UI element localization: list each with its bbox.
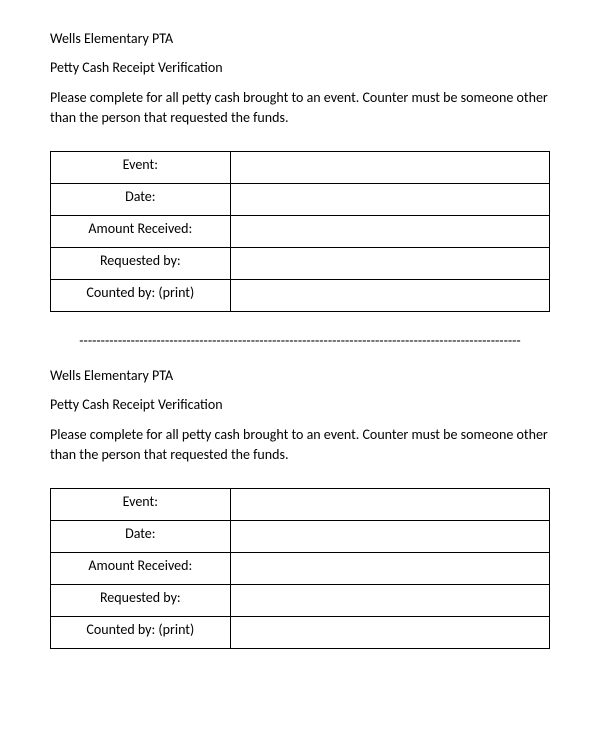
table-row: Requested by:: [51, 248, 550, 280]
event-value-1[interactable]: [230, 152, 549, 184]
date-label-2: Date:: [51, 521, 231, 553]
instructions-1: Please complete for all petty cash broug…: [50, 88, 550, 127]
table-row: Date:: [51, 521, 550, 553]
counted-label-2: Counted by: (print): [51, 617, 231, 649]
table-row: Amount Received:: [51, 216, 550, 248]
amount-label-2: Amount Received:: [51, 553, 231, 585]
counted-label-1: Counted by: (print): [51, 280, 231, 312]
date-value-1[interactable]: [230, 184, 549, 216]
table-row: Date:: [51, 184, 550, 216]
event-label-1: Event:: [51, 152, 231, 184]
table-row: Counted by: (print): [51, 280, 550, 312]
instructions-2: Please complete for all petty cash broug…: [50, 425, 550, 464]
form-title-2: Petty Cash Receipt Verification: [50, 396, 550, 413]
amount-value-2[interactable]: [230, 553, 549, 585]
table-row: Event:: [51, 489, 550, 521]
form-table-1: Event: Date: Amount Received: Requested …: [50, 151, 550, 312]
requested-label-1: Requested by:: [51, 248, 231, 280]
counted-value-1[interactable]: [230, 280, 549, 312]
event-value-2[interactable]: [230, 489, 549, 521]
requested-value-1[interactable]: [230, 248, 549, 280]
table-row: Counted by: (print): [51, 617, 550, 649]
table-row: Amount Received:: [51, 553, 550, 585]
requested-label-2: Requested by:: [51, 585, 231, 617]
org-name-2: Wells Elementary PTA: [50, 367, 550, 384]
form-section-2: Wells Elementary PTA Petty Cash Receipt …: [50, 367, 550, 649]
table-row: Event:: [51, 152, 550, 184]
event-label-2: Event:: [51, 489, 231, 521]
date-value-2[interactable]: [230, 521, 549, 553]
amount-value-1[interactable]: [230, 216, 549, 248]
counted-value-2[interactable]: [230, 617, 549, 649]
requested-value-2[interactable]: [230, 585, 549, 617]
form-section-1: Wells Elementary PTA Petty Cash Receipt …: [50, 30, 550, 312]
table-row: Requested by:: [51, 585, 550, 617]
form-table-2: Event: Date: Amount Received: Requested …: [50, 488, 550, 649]
section-divider: ----------------------------------------…: [50, 332, 550, 349]
date-label-1: Date:: [51, 184, 231, 216]
amount-label-1: Amount Received:: [51, 216, 231, 248]
form-title-1: Petty Cash Receipt Verification: [50, 59, 550, 76]
org-name-1: Wells Elementary PTA: [50, 30, 550, 47]
